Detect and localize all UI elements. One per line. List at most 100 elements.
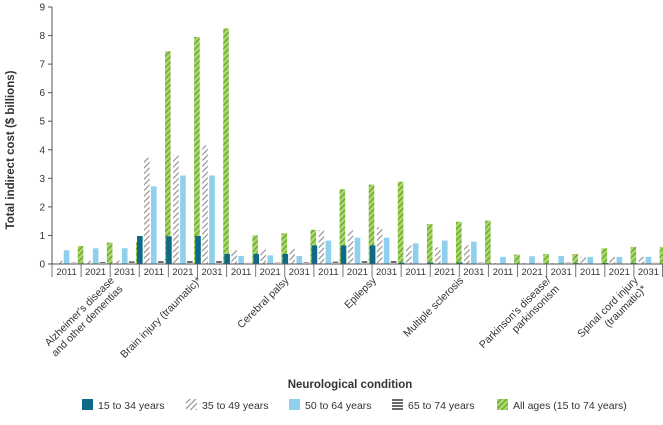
y-axis-label: Total indirect cost ($ billions) [5, 70, 17, 229]
bar [326, 241, 332, 264]
bar [202, 145, 208, 264]
legend-swatch [497, 399, 508, 410]
bar [144, 158, 150, 264]
bar [137, 236, 143, 264]
y-tick-label: 7 [39, 60, 45, 71]
bar [173, 155, 179, 264]
legend-swatch [186, 399, 197, 410]
condition-label: Epilepsy [342, 274, 379, 311]
condition-label: Brain injury (traumatic)* [118, 275, 204, 361]
bar [514, 255, 520, 264]
year-tick-label: 2031 [201, 267, 222, 278]
condition-label-line: Alzheimer's disease [43, 275, 117, 349]
bar [115, 261, 121, 264]
bar [617, 257, 623, 264]
y-tick-label: 8 [39, 31, 45, 42]
y-tick-label: 2 [39, 202, 45, 213]
bar [485, 221, 491, 264]
bar [384, 238, 390, 264]
bar [122, 248, 128, 264]
year-tick-label: 2011 [493, 267, 513, 278]
year-tick-label: 2011 [231, 267, 251, 278]
year-tick-label: 2021 [85, 267, 106, 278]
year-tick-label: 2031 [638, 267, 659, 278]
condition-label: Alzheimer's diseaseand other dementias [41, 275, 126, 360]
y-tick-label: 6 [39, 88, 45, 99]
bar [660, 247, 663, 264]
bar [260, 250, 266, 264]
bar [348, 230, 354, 264]
year-tick-label: 2021 [172, 267, 193, 278]
bar [391, 261, 397, 264]
bars [50, 28, 663, 264]
bar [610, 257, 616, 264]
bar [312, 245, 318, 264]
bar [355, 238, 361, 264]
year-tick-label: 2011 [318, 267, 338, 278]
year-tick-label: 2031 [376, 267, 397, 278]
condition-label: Parkinson's disease/parkinsonism [477, 274, 562, 359]
condition-label-line: Brain injury (traumatic)* [118, 275, 204, 361]
bar [601, 248, 607, 264]
bar [580, 257, 586, 264]
bar [435, 247, 441, 264]
year-tick-label: 2031 [289, 267, 310, 278]
bar [370, 245, 376, 264]
bar [297, 256, 303, 264]
y-tick-label: 4 [39, 145, 45, 156]
condition-label: Cerebral palsy [235, 274, 292, 331]
year-tick-label: 2031 [463, 267, 484, 278]
condition-label-line: Cerebral palsy [235, 274, 292, 331]
bar [187, 261, 193, 264]
year-tick-label: 2021 [609, 267, 630, 278]
bar [195, 236, 201, 264]
bar [442, 241, 448, 264]
condition-label: Spinal cord injury(traumatic)* [575, 274, 649, 348]
y-tick-label: 0 [39, 260, 45, 271]
bar [166, 236, 172, 264]
bar [413, 243, 419, 264]
condition-label: Multiple sclerosis [401, 275, 466, 340]
bar [639, 257, 645, 264]
year-tick-label: 2031 [114, 267, 135, 278]
year-tick-label: 2031 [551, 267, 572, 278]
y-tick-label: 9 [39, 3, 45, 14]
bar [427, 224, 433, 264]
condition-label-line: Multiple sclerosis [401, 275, 466, 340]
bar [398, 182, 404, 264]
legend-label: 15 to 34 years [98, 400, 165, 412]
year-tick-label: 2021 [260, 267, 281, 278]
year-tick-label: 2021 [434, 267, 455, 278]
bar [290, 249, 296, 264]
bar [78, 246, 84, 264]
bar [57, 261, 63, 264]
legend-label: 65 to 74 years [408, 400, 475, 412]
legend-label: All ages (15 to 74 years) [513, 400, 627, 412]
bar [558, 256, 564, 264]
bar [231, 250, 237, 264]
condition-label-line: Epilepsy [342, 274, 379, 311]
bar [238, 256, 244, 264]
bar [194, 37, 200, 264]
bar [93, 248, 99, 264]
year-tick-label: 2011 [56, 267, 76, 278]
bar [216, 260, 222, 264]
bar [180, 175, 186, 264]
x-axis-label: Neurological condition [288, 379, 413, 391]
bar [253, 254, 259, 264]
bar [587, 257, 593, 264]
bar [631, 247, 637, 264]
legend-label: 35 to 49 years [202, 400, 269, 412]
y-tick-label: 1 [39, 231, 45, 242]
y-tick-label: 3 [39, 174, 45, 185]
condition-label-line: Parkinson's disease/ [477, 275, 553, 351]
bar [377, 227, 383, 264]
bar [529, 256, 535, 264]
bar [646, 257, 652, 264]
bar [572, 254, 578, 264]
bar [209, 175, 215, 264]
